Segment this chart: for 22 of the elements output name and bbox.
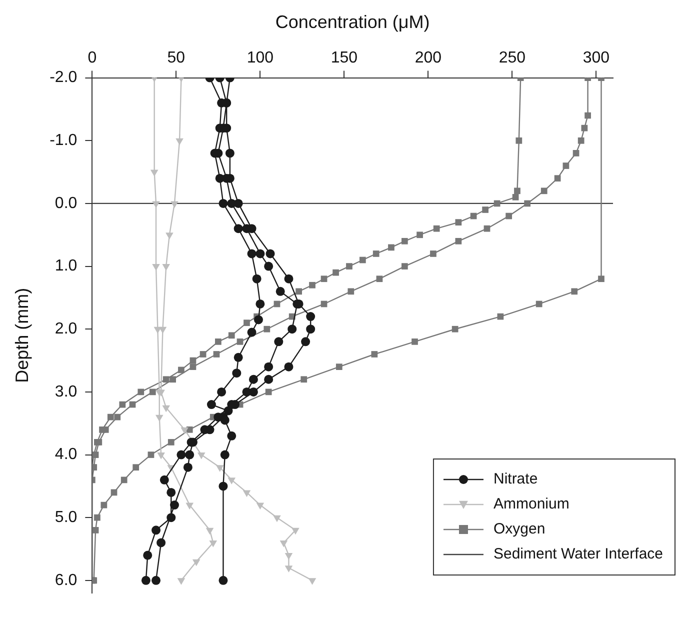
x-tick-label: 250 xyxy=(498,50,526,67)
y-tick-label: -2.0 xyxy=(50,69,78,86)
legend-label: Nitrate xyxy=(493,470,538,488)
x-axis-title: Concentration (μM) xyxy=(275,12,430,32)
y-tick-label: 1.0 xyxy=(54,258,78,275)
y-tick-label: 5.0 xyxy=(54,509,78,526)
y-tick-label: 0.0 xyxy=(54,194,78,212)
y-axis-title: Depth (mm) xyxy=(12,288,32,383)
x-tick-label: 100 xyxy=(246,50,274,67)
x-tick-label: 0 xyxy=(88,50,97,67)
y-tick-label: -1.0 xyxy=(50,132,78,150)
legend-label: Sediment Water Interface xyxy=(493,546,664,563)
y-tick-label: 2.0 xyxy=(54,320,78,338)
legend-label: Oxygen xyxy=(493,520,546,538)
y-tick-label: 4.0 xyxy=(54,446,78,464)
y-tick-label: 6.0 xyxy=(54,572,78,589)
y-tick-label: 3.0 xyxy=(54,383,78,400)
x-tick-label: 50 xyxy=(167,50,186,67)
x-tick-label: 200 xyxy=(414,50,442,67)
x-tick-label: 150 xyxy=(330,50,358,67)
legend-label: Ammonium xyxy=(493,496,570,513)
x-tick-label: 300 xyxy=(582,50,610,67)
